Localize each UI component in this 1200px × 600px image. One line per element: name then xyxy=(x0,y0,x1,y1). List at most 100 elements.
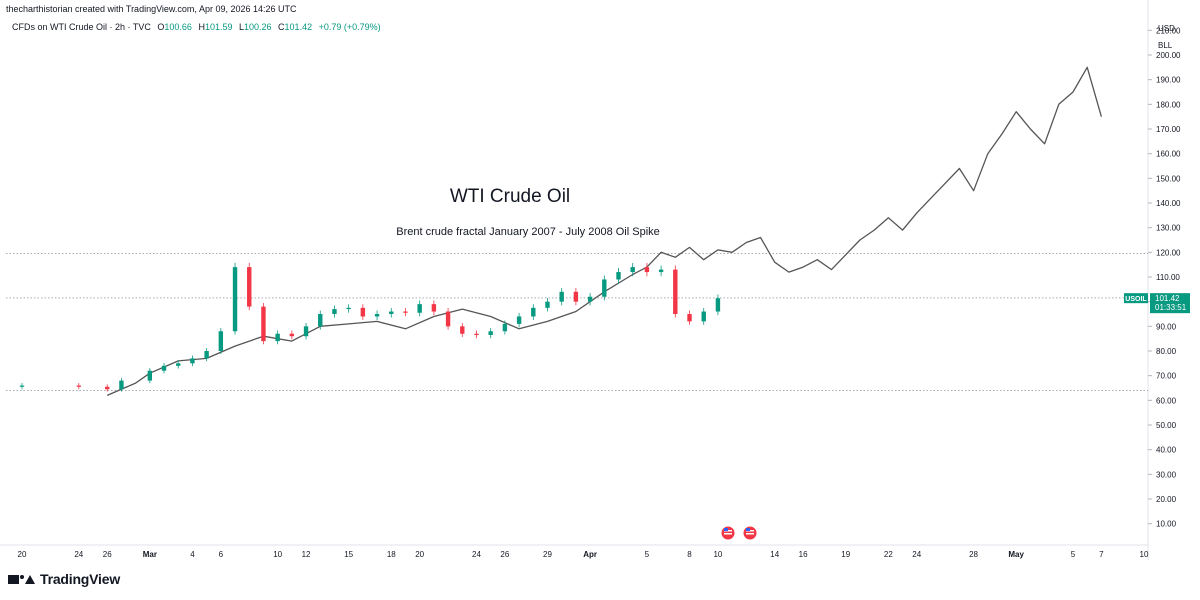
x-tick-label: 29 xyxy=(543,550,552,559)
flag-canton xyxy=(746,528,750,531)
currency-per[interactable]: BLL xyxy=(1158,41,1173,50)
change-value: +0.79 (+0.79%) xyxy=(318,22,381,32)
candle-body xyxy=(474,333,479,335)
y-tick-label: 210.00 xyxy=(1156,26,1181,35)
candle-body xyxy=(289,333,295,337)
candle-body xyxy=(715,298,721,312)
candle-body xyxy=(573,291,579,302)
y-tick-label: 140.00 xyxy=(1156,199,1181,208)
symbol-name[interactable]: CFDs on WTI Crude Oil · 2h · TVC xyxy=(12,22,151,32)
y-tick-label: 190.00 xyxy=(1156,76,1181,85)
x-tick-label: 6 xyxy=(219,550,224,559)
flag-stripe xyxy=(746,533,754,535)
candle-body xyxy=(119,380,124,390)
candle-body xyxy=(218,331,224,351)
x-tick-label: 14 xyxy=(770,550,779,559)
candle-body xyxy=(374,314,380,317)
x-tick-label: 4 xyxy=(190,550,195,559)
candle-body xyxy=(502,323,508,332)
y-tick-label: 50.00 xyxy=(1156,421,1177,430)
chart-title: WTI Crude Oil xyxy=(450,186,570,207)
candles-group xyxy=(19,262,721,392)
x-tick-label: 20 xyxy=(415,550,424,559)
last-price-value: 101.42 xyxy=(1155,294,1180,303)
candle-body xyxy=(431,304,437,312)
x-tick-label: 7 xyxy=(1099,550,1104,559)
fractal-overlay-line xyxy=(106,66,1103,396)
x-tick-label: 24 xyxy=(912,550,921,559)
x-tick-label: 5 xyxy=(645,550,650,559)
candle-body xyxy=(389,311,394,314)
flag-stripe xyxy=(724,533,732,535)
candle-body xyxy=(247,267,252,307)
candle-body xyxy=(687,314,692,322)
candle-body xyxy=(346,307,351,310)
y-tick-label: 180.00 xyxy=(1156,100,1181,109)
currency-unit[interactable]: USD xyxy=(1158,24,1175,33)
x-tick-label: 10 xyxy=(1140,550,1149,559)
candle-body xyxy=(630,267,635,273)
candle-body xyxy=(531,307,536,317)
candle-body xyxy=(488,331,493,335)
candle-body xyxy=(332,309,337,314)
candle-body xyxy=(360,307,366,317)
candle-body xyxy=(275,333,280,342)
y-tick-label: 110.00 xyxy=(1156,273,1180,282)
y-tick-label: 130.00 xyxy=(1156,224,1181,233)
x-tick-label: 24 xyxy=(74,550,83,559)
x-tick-label: 8 xyxy=(687,550,692,559)
symbol-legend[interactable]: CFDs on WTI Crude Oil · 2h · TVC O100.66… xyxy=(12,22,381,32)
x-tick-label: 20 xyxy=(18,550,27,559)
candle-body xyxy=(261,306,266,342)
open-value: 100.66 xyxy=(164,22,192,32)
candle-body xyxy=(602,279,607,297)
x-tick-label: 19 xyxy=(841,550,850,559)
y-tick-label: 160.00 xyxy=(1156,150,1181,159)
candle-body xyxy=(516,316,522,324)
high-label: H xyxy=(198,22,205,32)
x-tick-label: 28 xyxy=(969,550,978,559)
y-tick-label: 90.00 xyxy=(1156,322,1177,331)
x-tick-label: May xyxy=(1008,550,1024,559)
candle-body xyxy=(161,365,167,371)
low-value: 100.26 xyxy=(244,22,272,32)
y-tick-label: 120.00 xyxy=(1156,248,1181,257)
candle-body xyxy=(318,314,323,327)
x-tick-label: 18 xyxy=(387,550,396,559)
candle-body xyxy=(232,267,238,332)
tradingview-footer[interactable]: TradingView xyxy=(8,571,120,587)
close-value: 101.42 xyxy=(284,22,313,32)
symbol-badge xyxy=(1124,293,1148,304)
x-tick-label: Mar xyxy=(143,550,157,559)
open-label: O xyxy=(157,22,165,32)
x-tick-label: 10 xyxy=(713,550,722,559)
chart-subtitle: Brent crude fractal January 2007 - July … xyxy=(396,226,660,238)
us-flag-event-icon[interactable] xyxy=(720,525,736,541)
chart-credit: thecharthistorian created with TradingVi… xyxy=(6,4,297,14)
candle-body xyxy=(303,326,309,337)
high-value: 101.59 xyxy=(204,22,233,32)
tradingview-logo-icon xyxy=(8,574,35,584)
x-tick-label: 22 xyxy=(884,550,893,559)
x-tick-label: Apr xyxy=(583,550,597,559)
candle-body xyxy=(147,370,153,381)
candle-body xyxy=(176,363,181,366)
candle-body xyxy=(204,351,209,359)
y-tick-label: 170.00 xyxy=(1156,125,1181,134)
candle-body xyxy=(403,311,408,313)
x-tick-label: 10 xyxy=(273,550,282,559)
candle-body xyxy=(417,304,422,313)
y-tick-label: 30.00 xyxy=(1156,470,1177,479)
x-tick-label: 16 xyxy=(799,550,808,559)
candle-body xyxy=(616,272,621,280)
y-tick-label: 80.00 xyxy=(1156,347,1177,356)
candle-body xyxy=(460,326,465,334)
us-flag-event-icon[interactable] xyxy=(742,525,758,541)
close-label: C xyxy=(278,22,285,32)
y-tick-label: 150.00 xyxy=(1156,174,1181,183)
last-price-badge xyxy=(1150,293,1190,314)
x-tick-label: 26 xyxy=(103,550,112,559)
candle-body xyxy=(445,311,451,327)
x-tick-label: 5 xyxy=(1071,550,1076,559)
